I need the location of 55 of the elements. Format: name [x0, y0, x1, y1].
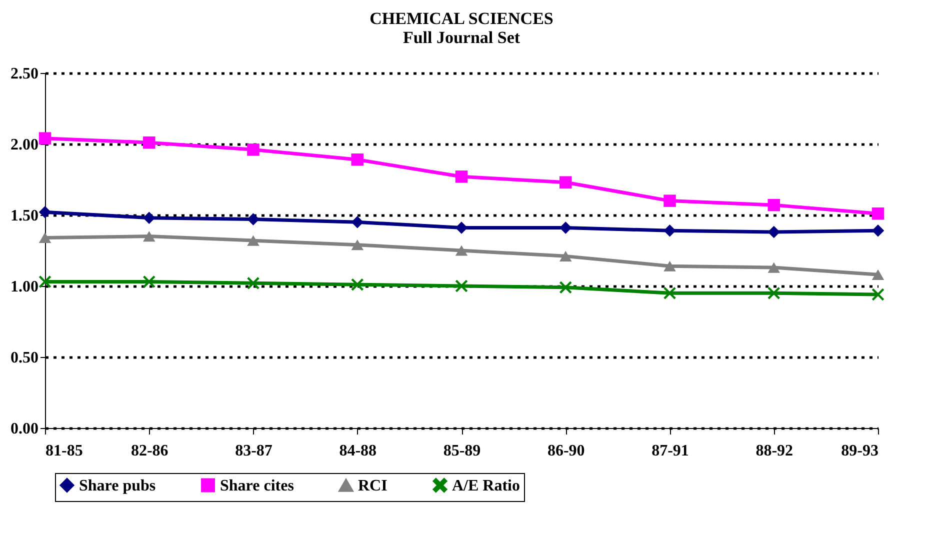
chart-title: CHEMICAL SCIENCES — [370, 9, 554, 28]
point — [664, 286, 676, 300]
point — [351, 278, 364, 291]
x-tick-label: 86-90 — [547, 442, 585, 460]
x-tick-label: 85-89 — [443, 442, 481, 460]
y-tick-label: 2.00 — [10, 136, 38, 154]
legend-label: Share cites — [220, 477, 294, 494]
point — [664, 194, 676, 207]
point — [768, 262, 780, 273]
x-tick-label: 89-93 — [841, 442, 878, 460]
y-tick-label: 1.50 — [10, 208, 38, 224]
point — [872, 269, 884, 280]
point — [664, 224, 676, 237]
point — [664, 260, 676, 272]
point — [247, 277, 260, 290]
point — [351, 216, 364, 228]
y-tick-label: 2.50 — [10, 66, 38, 82]
legend-label: A/E Ratio — [452, 477, 520, 494]
point — [247, 213, 260, 226]
point — [768, 198, 780, 212]
point — [560, 281, 572, 294]
x-tick-label: 88-92 — [756, 442, 794, 460]
legend-label: Share pubs — [79, 477, 156, 494]
point — [38, 276, 52, 288]
x-tick-label: 81-85 — [46, 442, 83, 460]
point — [38, 206, 52, 218]
legend-label: RCI — [358, 478, 388, 495]
point — [455, 245, 468, 256]
point — [455, 280, 468, 292]
chart-subtitle: Full Journal Set — [402, 28, 520, 47]
point — [768, 286, 780, 300]
point — [351, 240, 364, 250]
y-tick-label: 0.50 — [10, 350, 38, 366]
point — [143, 276, 156, 288]
point — [455, 170, 468, 183]
point — [38, 132, 52, 144]
point — [38, 232, 52, 244]
y-tick-label: 1.00 — [10, 278, 38, 296]
x-tick-label: 82-86 — [130, 442, 168, 460]
x-tick-label: 84-88 — [339, 442, 377, 460]
point — [351, 153, 364, 166]
point — [143, 230, 156, 242]
point — [560, 176, 572, 188]
x-tick-label: 83-87 — [235, 442, 272, 460]
x-tick-label: 87-91 — [652, 442, 689, 460]
point — [872, 288, 884, 301]
point — [247, 144, 260, 156]
point — [872, 207, 884, 220]
point — [560, 250, 572, 262]
point — [768, 226, 780, 238]
y-tick-label: 0.00 — [10, 420, 38, 438]
point — [143, 136, 156, 149]
point — [247, 235, 260, 246]
point — [560, 222, 572, 234]
point — [143, 212, 156, 224]
